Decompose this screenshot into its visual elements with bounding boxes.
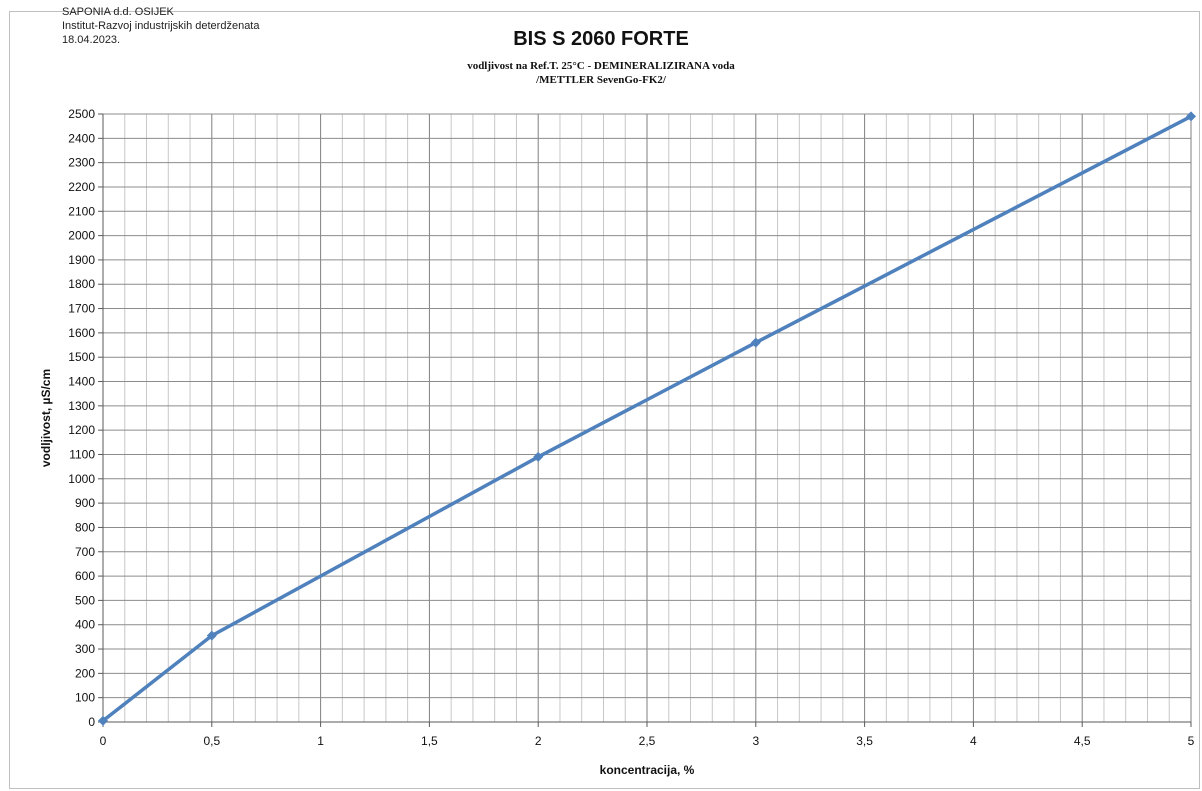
x-tick-label: 0: [100, 734, 107, 748]
x-tick-label: 3: [752, 734, 759, 748]
x-tick-labels: 0 0,5 1 1,5 2 2,5 3 3,5 4 4,5 5: [100, 734, 1195, 748]
y-tick-label: 2200: [68, 180, 95, 194]
y-tick-label: 1300: [68, 399, 95, 413]
chart-subtitle-instrument: /METTLER SevenGo-FK2/: [536, 74, 666, 86]
y-tick-label: 500: [75, 593, 95, 607]
chart-subtitle: vodljivost na Ref.T. 25°C - DEMINERALIZI…: [467, 60, 735, 72]
y-tick-label: 1400: [68, 375, 95, 389]
minor-gridlines: [124, 114, 1170, 722]
data-point-marker: [533, 451, 544, 462]
y-tick-label: 1600: [68, 326, 95, 340]
y-tick-label: 2300: [68, 156, 95, 170]
y-axis-label: vodljivost, µS/cm: [39, 369, 53, 467]
y-tick-label: 800: [75, 520, 95, 534]
y-tick-label: 1500: [68, 350, 95, 364]
data-point-marker: [206, 630, 217, 641]
data-point-marker: [1186, 111, 1196, 122]
x-tick-label: 5: [1188, 734, 1195, 748]
report-date: 18.04.2023.: [62, 34, 121, 46]
y-tick-label: 600: [75, 569, 95, 583]
y-tick-label: 400: [75, 618, 95, 632]
y-tick-label: 300: [75, 642, 95, 656]
data-point-marker: [750, 337, 761, 348]
y-tick-label: 2400: [68, 131, 95, 145]
y-tick-label: 700: [75, 545, 95, 559]
y-tick-label: 1800: [68, 277, 95, 291]
data-series: [98, 111, 1196, 726]
company-name: SAPONIA d.d. OSIJEK: [62, 6, 174, 18]
y-tick-label: 200: [75, 666, 95, 680]
chart-title: BIS S 2060 FORTE: [513, 28, 689, 50]
x-tick-label: 2,5: [639, 734, 656, 748]
x-tick-label: 2: [535, 734, 542, 748]
x-tick-label: 3,5: [856, 734, 873, 748]
y-tick-label: 100: [75, 691, 95, 705]
y-tick-label: 1700: [68, 302, 95, 316]
axes: [98, 113, 1192, 727]
x-tick-label: 1: [317, 734, 324, 748]
y-tick-label: 0: [88, 715, 95, 729]
y-tick-label: 2500: [68, 107, 95, 121]
y-tick-label: 1200: [68, 423, 95, 437]
major-gridlines: [102, 113, 1192, 723]
x-axis-label: koncentracija, %: [600, 763, 695, 777]
chart-frame: [9, 11, 1200, 789]
x-tick-label: 0,5: [203, 734, 220, 748]
institute-name: Institut-Razvoj industrijskih deterdžena…: [62, 20, 260, 32]
y-tick-label: 1100: [69, 447, 95, 461]
y-tick-label: 1000: [68, 472, 95, 486]
data-point-marker: [98, 715, 108, 726]
y-tick-label: 2000: [68, 229, 95, 243]
y-tick-labels: 0 100 200 300 400 500 600 700 800 900 1000 1100 1200…: [68, 107, 95, 729]
x-tick-label: 4: [970, 734, 977, 748]
y-tick-label: 1900: [68, 253, 95, 267]
y-tick-label: 900: [75, 496, 95, 510]
y-tick-label: 2100: [68, 204, 95, 218]
x-tick-label: 4,5: [1074, 734, 1091, 748]
x-tick-label: 1,5: [421, 734, 438, 748]
